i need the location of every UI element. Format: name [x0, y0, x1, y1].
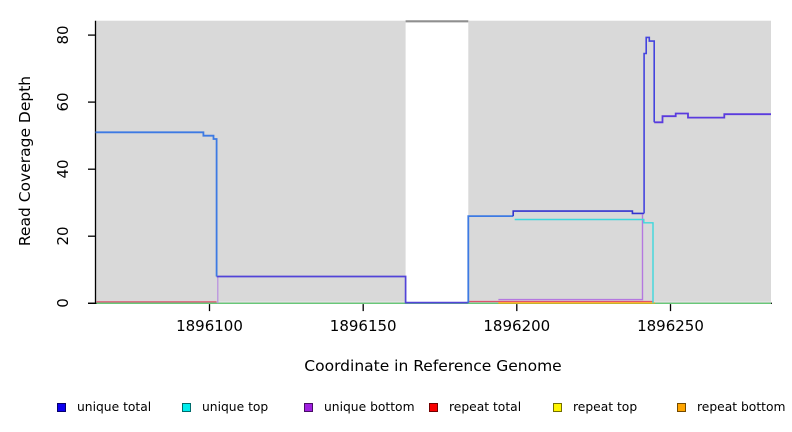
series-unique-total-mid: [512, 210, 645, 217]
series-unique-total-left: [95, 131, 218, 277]
x-axis-title: Coordinate in Reference Genome: [304, 357, 562, 375]
legend-swatch-repeat-total: [429, 402, 438, 412]
y-tick-label-40: 40: [54, 159, 72, 179]
legend-swatch-unique-top: [182, 402, 191, 412]
x-tick-label-1896250: 1896250: [637, 317, 704, 335]
y-axis-title: Read Coverage Depth: [16, 75, 34, 247]
legend-label-repeat-top: repeat top: [573, 400, 638, 414]
x-tick-label-1896150: 1896150: [329, 317, 397, 335]
shaded-region-1: [95, 20, 406, 302]
legend-item-unique-total: unique total: [57, 398, 151, 416]
legend-label-unique-bottom: unique bottom: [324, 400, 415, 414]
legend-label-repeat-bottom: repeat bottom: [697, 400, 786, 414]
series-unique-top-cyan: [514, 218, 654, 304]
series-unique-total-rise: [467, 215, 514, 303]
legend-item-repeat-top: repeat top: [553, 398, 637, 416]
legend-swatch-unique-total: [57, 402, 66, 412]
y-tick-label-80: 80: [54, 25, 72, 45]
legend-label-unique-total: unique total: [77, 400, 152, 414]
x-tick-label-1896100: 1896100: [176, 317, 243, 335]
shaded-region-2: [468, 20, 771, 302]
legend-label-repeat-total: repeat total: [449, 400, 522, 414]
legend-swatch-repeat-top: [553, 402, 562, 412]
legend-item-unique-bottom: unique bottom: [304, 398, 415, 416]
legend-swatch-repeat-bottom: [677, 402, 686, 412]
legend-swatch-unique-bottom: [304, 402, 313, 412]
legend-label-unique-top: unique top: [202, 400, 269, 414]
y-tick-label-0: 0: [54, 298, 72, 309]
y-tick-label-20: 20: [54, 226, 72, 246]
series-unique-total-spike: [643, 36, 656, 214]
series-unique-bottom-low: [498, 214, 644, 301]
legend-item-repeat-total: repeat total: [429, 398, 521, 416]
legend: unique total unique top unique bottom repea…: [0, 398, 792, 420]
series-unique-overlap-right: [654, 112, 771, 124]
y-tick-label-60: 60: [54, 92, 72, 112]
legend-item-unique-top: unique top: [182, 398, 268, 416]
legend-item-repeat-bottom: repeat bottom: [677, 398, 785, 416]
x-tick-label-1896200: 1896200: [483, 317, 551, 335]
series-unique-overlap-eight: [216, 275, 469, 304]
